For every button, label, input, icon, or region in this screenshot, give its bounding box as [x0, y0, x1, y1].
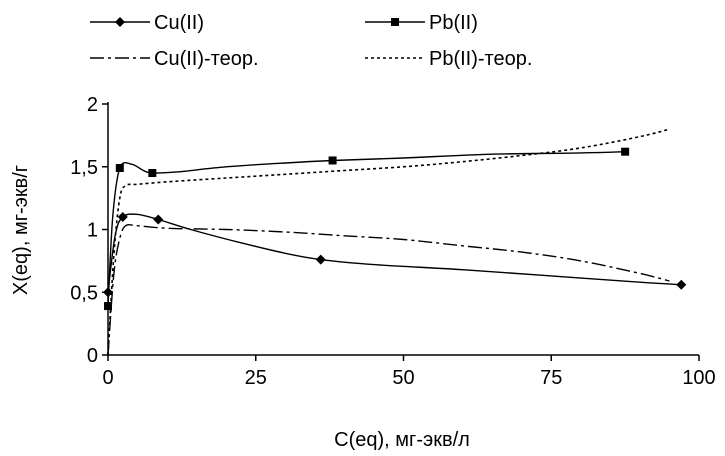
x-axis-label: C(eq), мг-экв/л — [334, 429, 470, 451]
series-pb-ii-теор — [107, 128, 670, 356]
axes: 0 0,5 1 1,5 2 0 25 50 75 100 — [70, 94, 716, 389]
series-line — [107, 213, 682, 293]
data-point — [676, 279, 687, 290]
series-layer — [103, 128, 687, 356]
legend: Cu(II) Pb(II) Cu(II)-теор. Pb(II)-теор. — [90, 12, 532, 70]
x-tick-label: 25 — [245, 367, 267, 389]
y-tick-label: 0,5 — [70, 282, 98, 304]
legend-item: Cu(II)-теор. — [90, 48, 259, 70]
y-tick-label: 0 — [87, 345, 98, 367]
x-tick-label: 75 — [540, 367, 562, 389]
x-tick-label: 50 — [392, 367, 414, 389]
legend-marker — [391, 18, 399, 26]
series-line — [107, 128, 670, 356]
x-tick-label: 0 — [102, 367, 113, 389]
data-point — [621, 147, 630, 156]
legend-label: Cu(II) — [154, 12, 204, 34]
legend-item: Pb(II) — [365, 12, 478, 34]
y-axis-label: X(eq), мг-экв/г — [10, 165, 32, 295]
legend-label: Pb(II) — [429, 12, 478, 34]
legend-marker — [115, 17, 125, 27]
series-cu-ii — [103, 211, 687, 298]
data-point — [117, 211, 128, 222]
series-line — [107, 223, 670, 356]
data-point — [328, 156, 337, 165]
series-cu-ii-теор — [107, 223, 670, 356]
legend-label: Cu(II)-теор. — [154, 48, 259, 70]
legend-item: Cu(II) — [90, 12, 204, 34]
legend-label: Pb(II)-теор. — [429, 48, 532, 70]
y-tick-label: 1 — [87, 220, 98, 242]
data-point — [104, 302, 112, 311]
data-point — [148, 169, 157, 178]
legend-item: Pb(II)-теор. — [365, 48, 532, 70]
y-tick-label: 2 — [87, 94, 98, 116]
x-tick-label: 100 — [682, 367, 715, 389]
series-line — [107, 151, 626, 307]
data-point — [115, 164, 124, 173]
y-tick-label: 1,5 — [70, 157, 98, 179]
data-point — [315, 254, 326, 265]
series-pb-ii — [104, 147, 630, 311]
data-point — [153, 214, 164, 225]
